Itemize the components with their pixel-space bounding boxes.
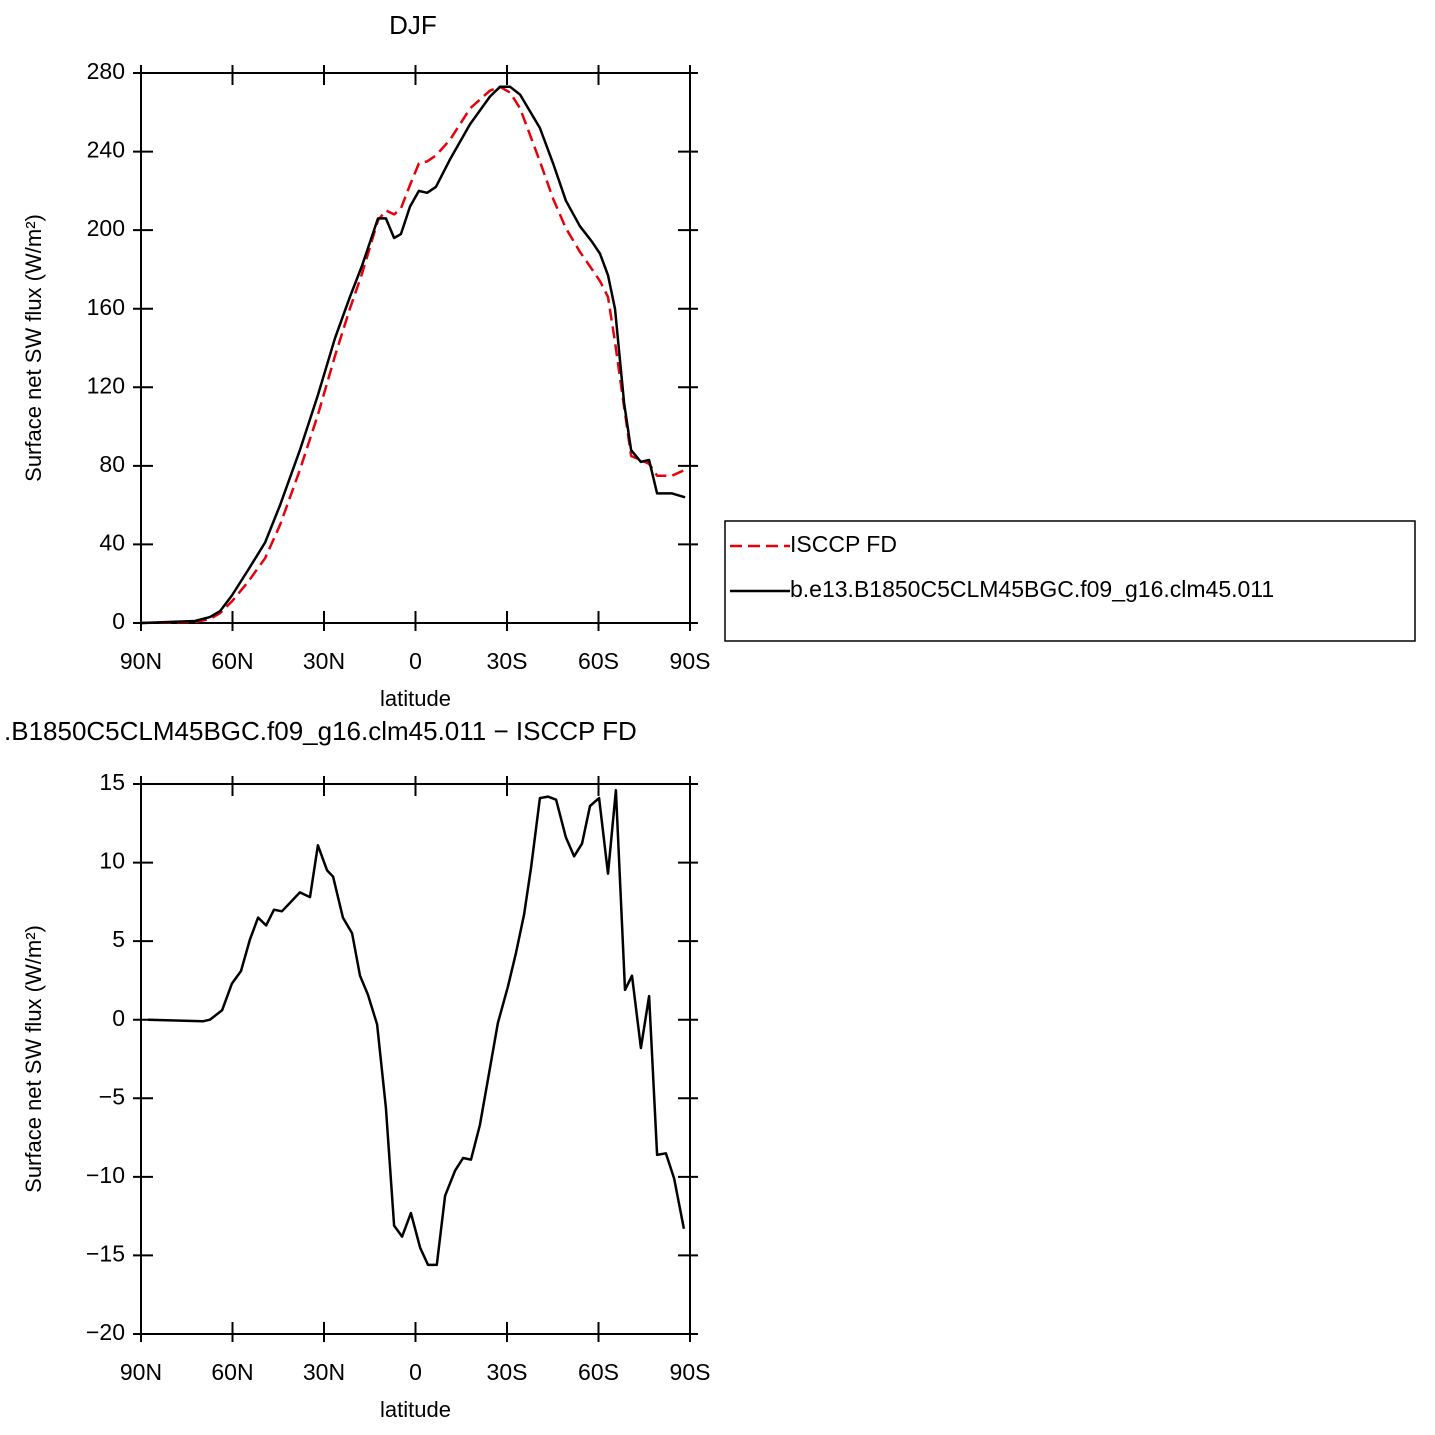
chart-title: DJF [389,10,437,40]
x-tick-label: 60S [578,1359,619,1385]
data-line [147,789,686,1267]
y-tick-label: −20 [86,1319,125,1345]
y-axis-label: Surface net SW flux (W/m²) [21,214,46,482]
y-tick-label: 10 [99,848,125,874]
x-tick-label: 90N [120,1359,162,1385]
x-tick-label: 90S [670,1359,711,1385]
x-tick-label: 60N [211,648,253,674]
x-tick-label: 30S [487,648,528,674]
y-tick-label: 80 [99,451,125,477]
y-axis-label: Surface net SW flux (W/m²) [21,925,46,1193]
x-tick-label: 30N [303,1359,345,1385]
y-tick-label: 0 [112,1005,125,1031]
y-tick-label: 5 [112,926,125,952]
data-line [140,85,686,625]
y-tick-label: 15 [99,769,125,795]
y-tick-label: −10 [86,1162,125,1188]
legend-label: ISCCP FD [790,531,897,557]
y-tick-label: −5 [99,1083,125,1109]
legend-box [724,520,1416,642]
x-tick-label: 90N [120,648,162,674]
x-tick-label: 30N [303,648,345,674]
y-tick-label: 120 [87,372,125,398]
plot-frame [140,783,691,1335]
legend-label: b.e13.B1850C5CLM45BGC.f09_g16.clm45.011 [790,576,1274,602]
x-tick-label: 60S [578,648,619,674]
x-tick-label: 60N [211,1359,253,1385]
x-tick-label: 90S [670,648,711,674]
y-tick-label: 280 [87,58,125,84]
y-tick-label: 40 [99,530,125,556]
data-line [140,85,686,625]
y-tick-label: −15 [86,1241,125,1267]
plot-frame [140,72,691,624]
y-tick-label: 160 [87,294,125,320]
x-tick-label: 0 [409,648,422,674]
y-tick-label: 200 [87,215,125,241]
x-tick-label: 30S [487,1359,528,1385]
chart-title: .B1850C5CLM45BGC.f09_g16.clm45.011 − ISC… [4,716,637,746]
x-tick-label: 0 [409,1359,422,1385]
x-axis-label: latitude [380,1397,451,1422]
y-tick-label: 0 [112,608,125,634]
y-tick-label: 240 [87,137,125,163]
x-axis-label: latitude [380,686,451,711]
